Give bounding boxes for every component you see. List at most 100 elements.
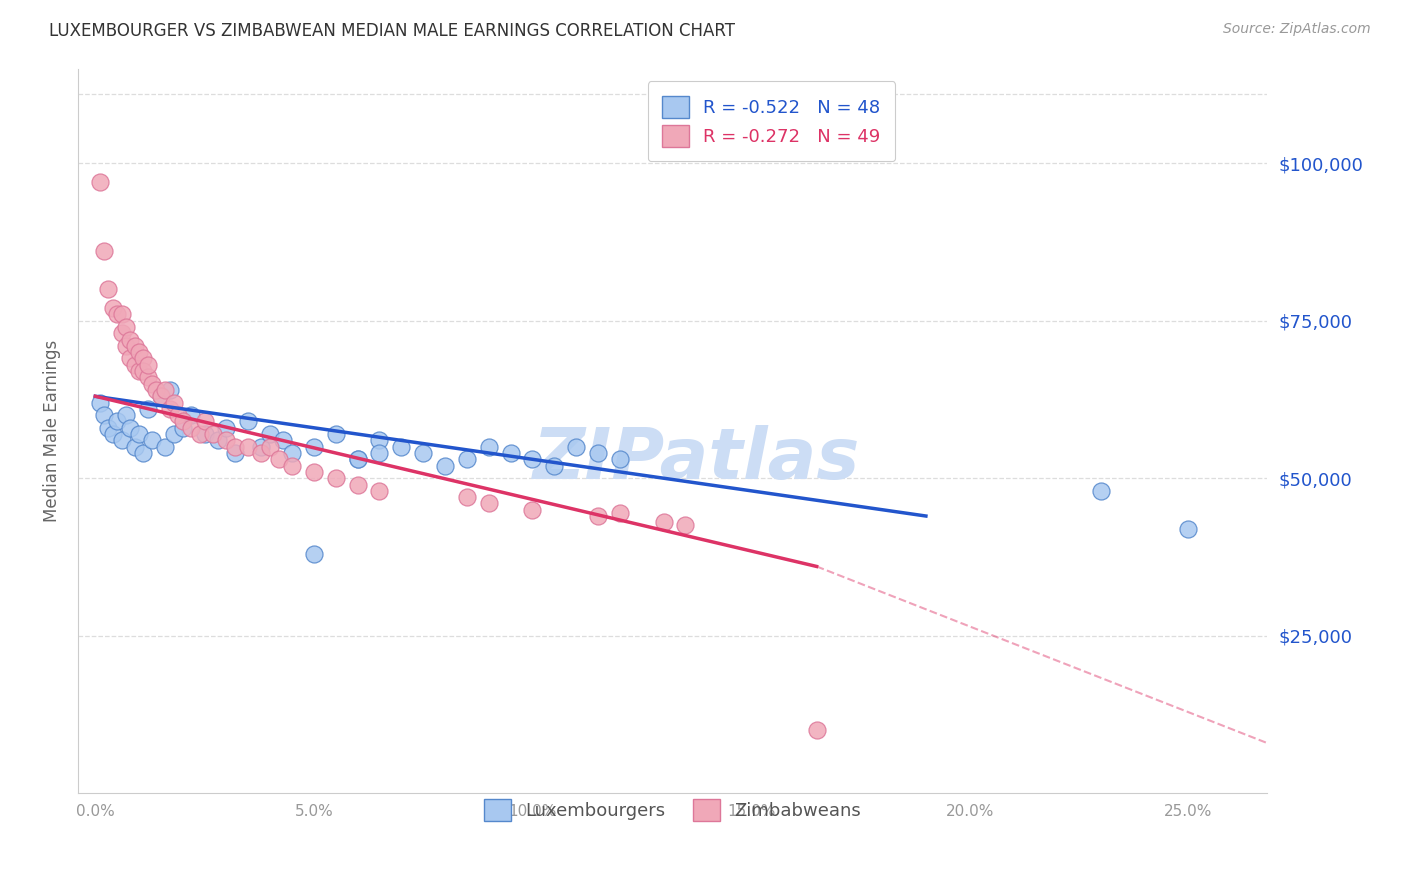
Point: [141, 376, 163, 391]
Point: [172, 415, 194, 429]
Point: [128, 427, 150, 442]
Point: [132, 446, 155, 460]
Point: [522, 452, 544, 467]
Point: [193, 427, 215, 442]
Point: [97, 282, 120, 296]
Point: [609, 452, 631, 467]
Point: [224, 446, 246, 460]
Point: [105, 307, 128, 321]
Point: [167, 408, 190, 422]
Point: [132, 364, 155, 378]
Point: [250, 440, 273, 454]
Point: [271, 434, 294, 448]
Point: [1177, 522, 1199, 536]
Point: [565, 440, 588, 454]
Point: [543, 458, 565, 473]
Point: [267, 452, 290, 467]
Point: [101, 301, 124, 315]
Point: [675, 518, 697, 533]
Point: [412, 446, 434, 460]
Text: ZIPatlas: ZIPatlas: [533, 425, 860, 494]
Point: [110, 307, 132, 321]
Point: [302, 547, 325, 561]
Point: [456, 452, 478, 467]
Point: [368, 434, 391, 448]
Point: [215, 421, 238, 435]
Point: [89, 175, 111, 189]
Point: [120, 351, 142, 366]
Point: [1090, 483, 1112, 498]
Point: [136, 370, 159, 384]
Point: [159, 401, 181, 416]
Point: [136, 358, 159, 372]
Point: [652, 516, 675, 530]
Point: [207, 434, 229, 448]
Point: [124, 339, 146, 353]
Point: [238, 440, 260, 454]
Point: [120, 333, 142, 347]
Point: [188, 427, 211, 442]
Point: [110, 434, 132, 448]
Point: [180, 421, 202, 435]
Point: [368, 483, 391, 498]
Point: [93, 408, 115, 422]
Point: [238, 415, 260, 429]
Point: [368, 446, 391, 460]
Point: [159, 383, 181, 397]
Point: [97, 421, 120, 435]
Point: [105, 415, 128, 429]
Point: [346, 477, 368, 491]
Point: [110, 326, 132, 341]
Point: [202, 427, 225, 442]
Point: [180, 408, 202, 422]
Point: [155, 383, 177, 397]
Point: [215, 434, 238, 448]
Text: Source: ZipAtlas.com: Source: ZipAtlas.com: [1223, 22, 1371, 37]
Point: [145, 383, 167, 397]
Point: [478, 440, 501, 454]
Point: [586, 509, 609, 524]
Point: [259, 427, 281, 442]
Y-axis label: Median Male Earnings: Median Male Earnings: [44, 340, 60, 522]
Point: [115, 320, 138, 334]
Point: [281, 458, 304, 473]
Point: [115, 339, 138, 353]
Point: [132, 351, 155, 366]
Point: [172, 421, 194, 435]
Point: [124, 440, 146, 454]
Point: [163, 395, 186, 409]
Point: [302, 465, 325, 479]
Point: [250, 446, 273, 460]
Point: [155, 440, 177, 454]
Point: [325, 427, 347, 442]
Point: [302, 440, 325, 454]
Point: [128, 364, 150, 378]
Point: [325, 471, 347, 485]
Point: [346, 452, 368, 467]
Point: [281, 446, 304, 460]
Point: [609, 506, 631, 520]
Point: [259, 440, 281, 454]
Point: [224, 440, 246, 454]
Point: [93, 244, 115, 259]
Point: [149, 389, 172, 403]
Point: [499, 446, 522, 460]
Point: [115, 408, 138, 422]
Legend: Luxembourgers, Zimbabweans: Luxembourgers, Zimbabweans: [470, 784, 876, 835]
Point: [149, 389, 172, 403]
Point: [120, 421, 142, 435]
Point: [89, 395, 111, 409]
Point: [522, 502, 544, 516]
Point: [141, 434, 163, 448]
Point: [136, 401, 159, 416]
Point: [806, 723, 828, 738]
Point: [124, 358, 146, 372]
Point: [128, 345, 150, 359]
Point: [193, 415, 215, 429]
Text: LUXEMBOURGER VS ZIMBABWEAN MEDIAN MALE EARNINGS CORRELATION CHART: LUXEMBOURGER VS ZIMBABWEAN MEDIAN MALE E…: [49, 22, 735, 40]
Point: [346, 452, 368, 467]
Point: [163, 427, 186, 442]
Point: [478, 496, 501, 510]
Point: [434, 458, 457, 473]
Point: [389, 440, 412, 454]
